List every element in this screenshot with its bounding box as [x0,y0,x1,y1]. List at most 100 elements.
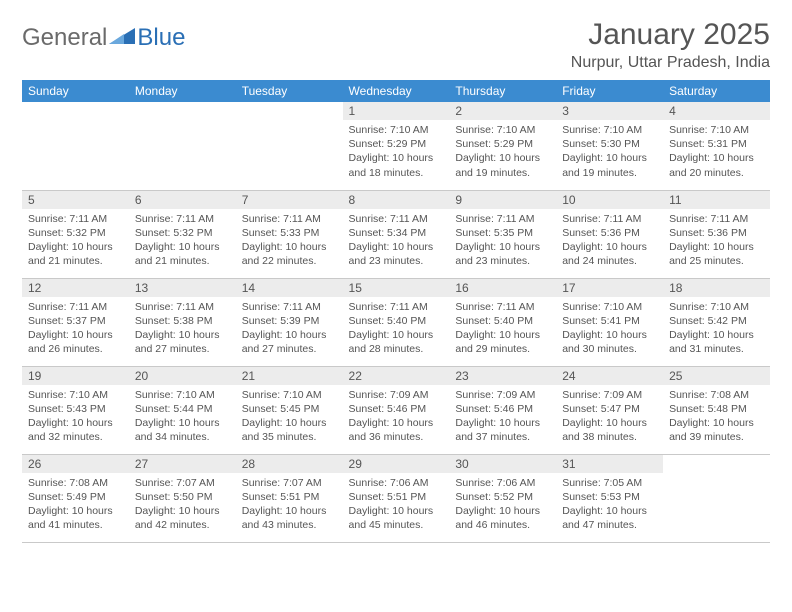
day-number: 15 [343,279,450,297]
day-detail: Sunrise: 7:11 AMSunset: 5:33 PMDaylight:… [236,209,343,273]
sunrise-line: Sunrise: 7:07 AM [135,476,230,490]
day-number: 19 [22,367,129,385]
day-detail: Sunrise: 7:09 AMSunset: 5:46 PMDaylight:… [343,385,450,449]
day-cell: 24Sunrise: 7:09 AMSunset: 5:47 PMDayligh… [556,366,663,454]
sunrise-line: Sunrise: 7:10 AM [669,300,764,314]
sunrise-line: Sunrise: 7:11 AM [349,300,444,314]
daylight-line: Daylight: 10 hours and 18 minutes. [349,151,444,179]
sunset-line: Sunset: 5:46 PM [349,402,444,416]
day-cell: 15Sunrise: 7:11 AMSunset: 5:40 PMDayligh… [343,278,450,366]
day-header: Thursday [449,80,556,102]
day-detail: Sunrise: 7:07 AMSunset: 5:50 PMDaylight:… [129,473,236,537]
day-number: 16 [449,279,556,297]
sunset-line: Sunset: 5:36 PM [562,226,657,240]
day-cell: 9Sunrise: 7:11 AMSunset: 5:35 PMDaylight… [449,190,556,278]
sunrise-line: Sunrise: 7:10 AM [135,388,230,402]
daylight-line: Daylight: 10 hours and 41 minutes. [28,504,123,532]
calendar-table: SundayMondayTuesdayWednesdayThursdayFrid… [22,80,770,543]
daylight-line: Daylight: 10 hours and 19 minutes. [455,151,550,179]
day-cell: 23Sunrise: 7:09 AMSunset: 5:46 PMDayligh… [449,366,556,454]
day-header: Sunday [22,80,129,102]
daylight-line: Daylight: 10 hours and 37 minutes. [455,416,550,444]
daylight-line: Daylight: 10 hours and 23 minutes. [349,240,444,268]
sunset-line: Sunset: 5:47 PM [562,402,657,416]
sunset-line: Sunset: 5:41 PM [562,314,657,328]
sunset-line: Sunset: 5:52 PM [455,490,550,504]
sunset-line: Sunset: 5:40 PM [349,314,444,328]
day-cell: 13Sunrise: 7:11 AMSunset: 5:38 PMDayligh… [129,278,236,366]
daylight-line: Daylight: 10 hours and 47 minutes. [562,504,657,532]
daylight-line: Daylight: 10 hours and 23 minutes. [455,240,550,268]
daylight-line: Daylight: 10 hours and 22 minutes. [242,240,337,268]
brand-part1: General [22,24,107,52]
sunrise-line: Sunrise: 7:09 AM [455,388,550,402]
sunset-line: Sunset: 5:32 PM [135,226,230,240]
daylight-line: Daylight: 10 hours and 20 minutes. [669,151,764,179]
day-number: 23 [449,367,556,385]
sunrise-line: Sunrise: 7:06 AM [455,476,550,490]
day-detail: Sunrise: 7:11 AMSunset: 5:37 PMDaylight:… [22,297,129,361]
sunset-line: Sunset: 5:38 PM [135,314,230,328]
day-cell [663,454,770,542]
day-number: 29 [343,455,450,473]
sunrise-line: Sunrise: 7:05 AM [562,476,657,490]
sunset-line: Sunset: 5:51 PM [349,490,444,504]
brand-logo: General Blue [22,18,185,52]
daylight-line: Daylight: 10 hours and 39 minutes. [669,416,764,444]
sunrise-line: Sunrise: 7:10 AM [669,123,764,137]
day-cell: 27Sunrise: 7:07 AMSunset: 5:50 PMDayligh… [129,454,236,542]
day-cell: 12Sunrise: 7:11 AMSunset: 5:37 PMDayligh… [22,278,129,366]
day-cell: 19Sunrise: 7:10 AMSunset: 5:43 PMDayligh… [22,366,129,454]
daylight-line: Daylight: 10 hours and 36 minutes. [349,416,444,444]
sunset-line: Sunset: 5:39 PM [242,314,337,328]
sunrise-line: Sunrise: 7:11 AM [28,212,123,226]
daylight-line: Daylight: 10 hours and 30 minutes. [562,328,657,356]
day-cell: 25Sunrise: 7:08 AMSunset: 5:48 PMDayligh… [663,366,770,454]
day-cell: 26Sunrise: 7:08 AMSunset: 5:49 PMDayligh… [22,454,129,542]
sunrise-line: Sunrise: 7:11 AM [242,300,337,314]
day-detail: Sunrise: 7:06 AMSunset: 5:51 PMDaylight:… [343,473,450,537]
day-number: 14 [236,279,343,297]
sunrise-line: Sunrise: 7:11 AM [349,212,444,226]
daylight-line: Daylight: 10 hours and 24 minutes. [562,240,657,268]
sunset-line: Sunset: 5:29 PM [455,137,550,151]
sunset-line: Sunset: 5:33 PM [242,226,337,240]
sunset-line: Sunset: 5:30 PM [562,137,657,151]
sunrise-line: Sunrise: 7:06 AM [349,476,444,490]
day-number: 30 [449,455,556,473]
day-number: 8 [343,191,450,209]
daylight-line: Daylight: 10 hours and 29 minutes. [455,328,550,356]
daylight-line: Daylight: 10 hours and 25 minutes. [669,240,764,268]
day-number: 22 [343,367,450,385]
daylight-line: Daylight: 10 hours and 21 minutes. [28,240,123,268]
day-cell: 21Sunrise: 7:10 AMSunset: 5:45 PMDayligh… [236,366,343,454]
day-number: 17 [556,279,663,297]
day-detail: Sunrise: 7:11 AMSunset: 5:36 PMDaylight:… [556,209,663,273]
day-detail: Sunrise: 7:10 AMSunset: 5:30 PMDaylight:… [556,120,663,184]
day-number: 1 [343,102,450,120]
brand-triangle-icon [109,26,135,51]
title-block: January 2025 Nurpur, Uttar Pradesh, Indi… [571,18,770,72]
daylight-line: Daylight: 10 hours and 27 minutes. [135,328,230,356]
sunrise-line: Sunrise: 7:11 AM [455,212,550,226]
daylight-line: Daylight: 10 hours and 21 minutes. [135,240,230,268]
sunset-line: Sunset: 5:50 PM [135,490,230,504]
day-header: Friday [556,80,663,102]
day-detail: Sunrise: 7:06 AMSunset: 5:52 PMDaylight:… [449,473,556,537]
day-cell: 10Sunrise: 7:11 AMSunset: 5:36 PMDayligh… [556,190,663,278]
day-number: 24 [556,367,663,385]
sunset-line: Sunset: 5:44 PM [135,402,230,416]
sunrise-line: Sunrise: 7:11 AM [242,212,337,226]
day-cell [22,102,129,190]
table-row: 1Sunrise: 7:10 AMSunset: 5:29 PMDaylight… [22,102,770,190]
day-detail: Sunrise: 7:08 AMSunset: 5:49 PMDaylight:… [22,473,129,537]
day-detail: Sunrise: 7:10 AMSunset: 5:29 PMDaylight:… [449,120,556,184]
day-detail: Sunrise: 7:10 AMSunset: 5:44 PMDaylight:… [129,385,236,449]
day-detail: Sunrise: 7:11 AMSunset: 5:40 PMDaylight:… [449,297,556,361]
day-number: 11 [663,191,770,209]
day-header-row: SundayMondayTuesdayWednesdayThursdayFrid… [22,80,770,102]
brand-part2: Blue [137,24,185,52]
day-cell: 18Sunrise: 7:10 AMSunset: 5:42 PMDayligh… [663,278,770,366]
table-row: 12Sunrise: 7:11 AMSunset: 5:37 PMDayligh… [22,278,770,366]
day-detail: Sunrise: 7:11 AMSunset: 5:34 PMDaylight:… [343,209,450,273]
